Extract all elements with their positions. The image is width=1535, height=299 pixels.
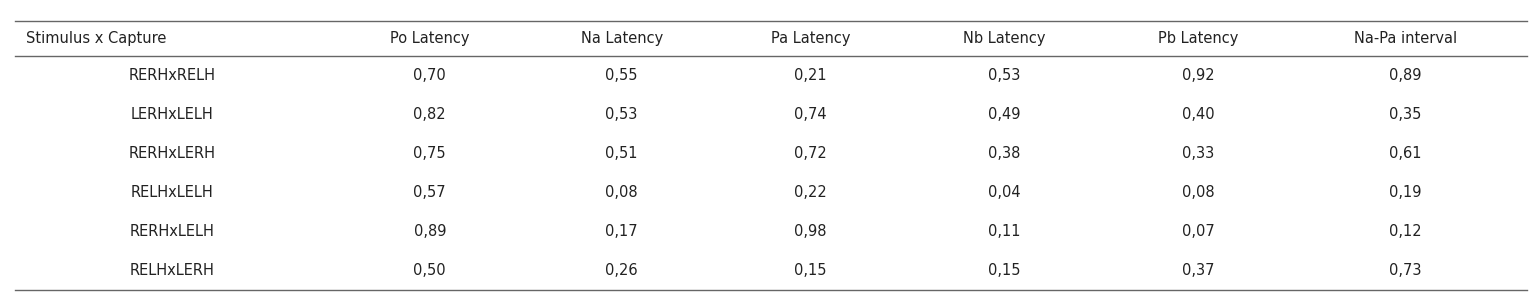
Text: Nb Latency: Nb Latency <box>964 31 1045 46</box>
Text: 0,19: 0,19 <box>1389 185 1421 200</box>
Text: RERHxLERH: RERHxLERH <box>129 146 215 161</box>
Text: 0,61: 0,61 <box>1389 146 1421 161</box>
Text: 0,53: 0,53 <box>989 68 1021 83</box>
Text: 0,72: 0,72 <box>794 146 827 161</box>
Text: RERHxLELH: RERHxLELH <box>129 224 215 239</box>
Text: 0,38: 0,38 <box>989 146 1021 161</box>
Text: 0,07: 0,07 <box>1182 224 1214 239</box>
Text: 0,82: 0,82 <box>413 107 447 122</box>
Text: 0,17: 0,17 <box>605 224 639 239</box>
Text: Pb Latency: Pb Latency <box>1157 31 1239 46</box>
Text: Na-Pa interval: Na-Pa interval <box>1354 31 1457 46</box>
Text: 0,49: 0,49 <box>989 107 1021 122</box>
Text: 0,75: 0,75 <box>413 146 447 161</box>
Text: 0,92: 0,92 <box>1182 68 1214 83</box>
Text: 0,55: 0,55 <box>605 68 639 83</box>
Text: 0,73: 0,73 <box>1389 263 1421 278</box>
Text: 0,08: 0,08 <box>605 185 639 200</box>
Text: 0,11: 0,11 <box>989 224 1021 239</box>
Text: 0,22: 0,22 <box>794 185 827 200</box>
Text: 0,98: 0,98 <box>794 224 827 239</box>
Text: 0,40: 0,40 <box>1182 107 1214 122</box>
Text: Na Latency: Na Latency <box>580 31 663 46</box>
Text: Pa Latency: Pa Latency <box>771 31 850 46</box>
Text: 0,50: 0,50 <box>413 263 447 278</box>
Text: 0,15: 0,15 <box>794 263 827 278</box>
Text: 0,04: 0,04 <box>989 185 1021 200</box>
Text: 0,74: 0,74 <box>794 107 827 122</box>
Text: 0,15: 0,15 <box>989 263 1021 278</box>
Text: 0,70: 0,70 <box>413 68 447 83</box>
Text: 0,53: 0,53 <box>605 107 639 122</box>
Text: 0,35: 0,35 <box>1389 107 1421 122</box>
Text: 0,51: 0,51 <box>605 146 639 161</box>
Text: Po Latency: Po Latency <box>390 31 470 46</box>
Text: LERHxLELH: LERHxLELH <box>130 107 213 122</box>
Text: 0,33: 0,33 <box>1182 146 1214 161</box>
Text: 0,89: 0,89 <box>1389 68 1421 83</box>
Text: RERHxRELH: RERHxRELH <box>129 68 215 83</box>
Text: 0,21: 0,21 <box>794 68 827 83</box>
Text: 0,12: 0,12 <box>1389 224 1421 239</box>
Text: Stimulus x Capture: Stimulus x Capture <box>26 31 166 46</box>
Text: 0,57: 0,57 <box>413 185 447 200</box>
Text: 0,26: 0,26 <box>605 263 639 278</box>
Text: 0,89: 0,89 <box>413 224 447 239</box>
Text: RELHxLERH: RELHxLERH <box>129 263 215 278</box>
Text: RELHxLELH: RELHxLELH <box>130 185 213 200</box>
Text: 0,37: 0,37 <box>1182 263 1214 278</box>
Text: 0,08: 0,08 <box>1182 185 1214 200</box>
